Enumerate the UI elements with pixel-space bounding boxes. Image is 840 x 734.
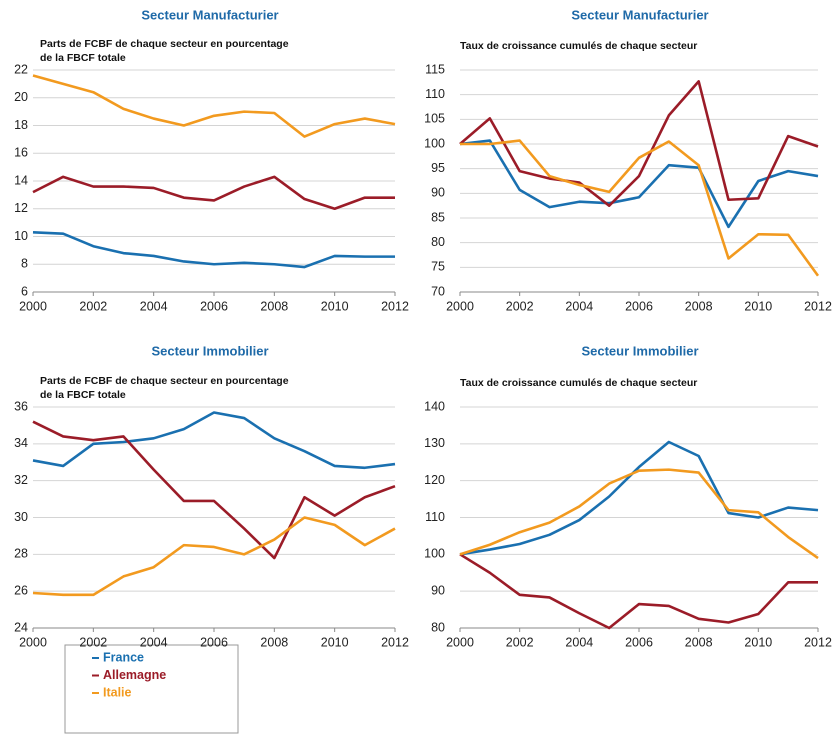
y-tick-label: 24 <box>14 620 28 634</box>
x-tick-label: 2004 <box>140 299 168 313</box>
x-tick-label: 2012 <box>804 299 832 313</box>
series-line: France <box>459 139 819 229</box>
y-tick-label: 8 <box>21 257 28 271</box>
chart-subtitle: de la FBCF totale <box>40 389 126 401</box>
y-tick-label: 95 <box>431 161 445 175</box>
y-tick-label: 85 <box>431 210 445 224</box>
y-tick-label: 70 <box>431 284 445 298</box>
x-tick-label: 2010 <box>321 635 349 649</box>
y-tick-label: 16 <box>14 146 28 160</box>
legend-box <box>64 644 239 734</box>
chart-subtitle: Taux de croissance cumulés de chaque sec… <box>460 377 697 389</box>
y-tick-label: 32 <box>14 473 28 487</box>
series-line: Italie <box>32 74 396 138</box>
y-tick-label: 10 <box>14 229 28 243</box>
series-line: Allemagne <box>32 420 396 560</box>
chart-subtitle: Parts de FCBF de chaque secteur en pourc… <box>40 38 289 50</box>
series-line: Italie <box>460 139 820 277</box>
x-tick-label: 2008 <box>685 635 713 649</box>
chart-title: Secteur Immobilier <box>151 343 268 358</box>
y-tick-label: 14 <box>14 173 28 187</box>
x-tick-label: 2008 <box>260 299 288 313</box>
series-line: Allemagne <box>459 553 818 630</box>
x-tick-label: 2000 <box>446 299 474 313</box>
x-tick-label: 2000 <box>19 299 47 313</box>
x-tick-label: 2012 <box>804 635 832 649</box>
y-tick-label: 12 <box>14 201 28 215</box>
y-tick-label: 34 <box>14 436 28 450</box>
y-tick-label: 100 <box>424 547 445 561</box>
x-tick-label: 2008 <box>260 635 288 649</box>
x-tick-label: 2010 <box>744 635 772 649</box>
x-tick-label: 2002 <box>79 635 107 649</box>
y-tick-label: 110 <box>425 510 445 524</box>
x-tick-label: 2006 <box>200 635 228 649</box>
y-tick-label: 36 <box>14 399 28 413</box>
y-tick-label: 140 <box>424 399 445 413</box>
x-tick-label: 2000 <box>446 635 474 649</box>
x-tick-label: 2008 <box>685 299 713 313</box>
x-tick-label: 2002 <box>506 299 534 313</box>
chart-subtitle: de la FBCF totale <box>40 52 126 64</box>
x-tick-label: 2004 <box>565 635 593 649</box>
y-tick-label: 120 <box>424 473 445 487</box>
chart-title: Secteur Manufacturier <box>571 7 708 22</box>
y-tick-label: 80 <box>431 620 445 634</box>
legend-label: Italie <box>103 685 132 699</box>
series-line: France <box>32 231 395 269</box>
series-line: France <box>32 411 396 470</box>
x-tick-label: 2006 <box>625 635 653 649</box>
x-tick-label: 2012 <box>381 299 409 313</box>
x-tick-label: 2012 <box>381 635 409 649</box>
series-line: France <box>459 440 819 556</box>
y-tick-label: 6 <box>21 284 28 298</box>
y-tick-label: 26 <box>14 583 28 597</box>
chart-subtitle: Taux de croissance cumulés de chaque sec… <box>460 40 697 52</box>
y-tick-label: 80 <box>431 235 445 249</box>
x-tick-label: 2004 <box>565 299 593 313</box>
series-line: Italie <box>32 516 396 597</box>
y-tick-label: 90 <box>431 583 445 597</box>
series-line: Italie <box>459 468 819 560</box>
legend-label: Allemagne <box>103 668 166 682</box>
y-tick-label: 105 <box>424 112 445 126</box>
y-tick-label: 130 <box>424 436 445 450</box>
x-tick-label: 2006 <box>200 299 228 313</box>
y-tick-label: 20 <box>14 90 28 104</box>
y-tick-label: 18 <box>14 118 28 132</box>
chart-subtitle: Parts de FCBF de chaque secteur en pourc… <box>40 375 289 387</box>
x-tick-label: 2002 <box>79 299 107 313</box>
x-tick-label: 2006 <box>625 299 653 313</box>
y-tick-label: 100 <box>424 136 445 150</box>
x-tick-label: 2010 <box>321 299 349 313</box>
x-tick-label: 2004 <box>140 635 168 649</box>
y-tick-label: 90 <box>431 186 445 200</box>
x-tick-label: 2000 <box>19 635 47 649</box>
y-tick-label: 28 <box>14 547 28 561</box>
series-line: Allemagne <box>459 80 819 207</box>
y-tick-label: 30 <box>14 510 28 524</box>
x-tick-label: 2002 <box>506 635 534 649</box>
series-line: Allemagne <box>32 175 395 211</box>
chart-title: Secteur Manufacturier <box>141 7 278 22</box>
y-tick-label: 22 <box>14 62 28 76</box>
legend-label: France <box>103 650 144 664</box>
y-tick-label: 75 <box>431 260 445 274</box>
y-tick-label: 110 <box>425 87 445 101</box>
chart-title: Secteur Immobilier <box>581 343 698 358</box>
y-tick-label: 115 <box>425 62 445 76</box>
x-tick-label: 2010 <box>744 299 772 313</box>
